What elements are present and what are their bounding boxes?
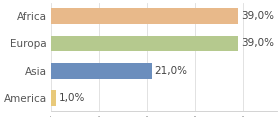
Bar: [51, 36, 238, 51]
Bar: [51, 90, 55, 106]
Text: 39,0%: 39,0%: [241, 38, 274, 48]
Text: 1,0%: 1,0%: [59, 93, 85, 103]
Bar: [51, 8, 238, 24]
Bar: [51, 63, 152, 79]
Text: 21,0%: 21,0%: [155, 66, 188, 76]
Text: 39,0%: 39,0%: [241, 11, 274, 21]
